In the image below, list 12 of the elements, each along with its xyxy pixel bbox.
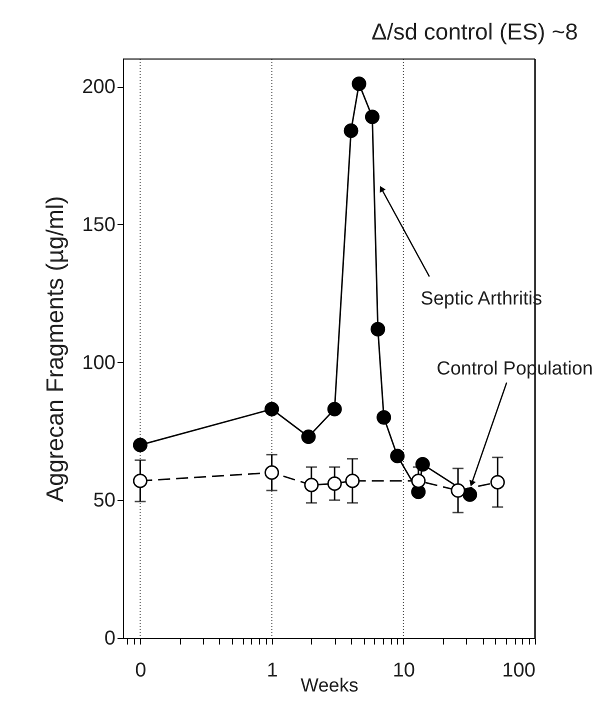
y-tick-label: 150 <box>82 214 116 236</box>
y-axis-title: Aggrecan Fragments (µg/ml) <box>42 196 70 502</box>
x-tick-label: 100 <box>502 660 536 682</box>
x-tick-label: 1 <box>266 660 278 682</box>
x-tick-label: 0 <box>135 660 146 682</box>
chart-title: Δ/sd control (ES) ~8 <box>371 18 578 44</box>
y-tick-label: 200 <box>82 76 116 98</box>
x-axis-title: Weeks <box>300 676 358 696</box>
y-tick-label: 50 <box>93 490 116 512</box>
y-tick-label: 100 <box>82 352 116 374</box>
x-tick-label: 10 <box>392 660 416 682</box>
y-tick-label: 0 <box>104 628 116 650</box>
